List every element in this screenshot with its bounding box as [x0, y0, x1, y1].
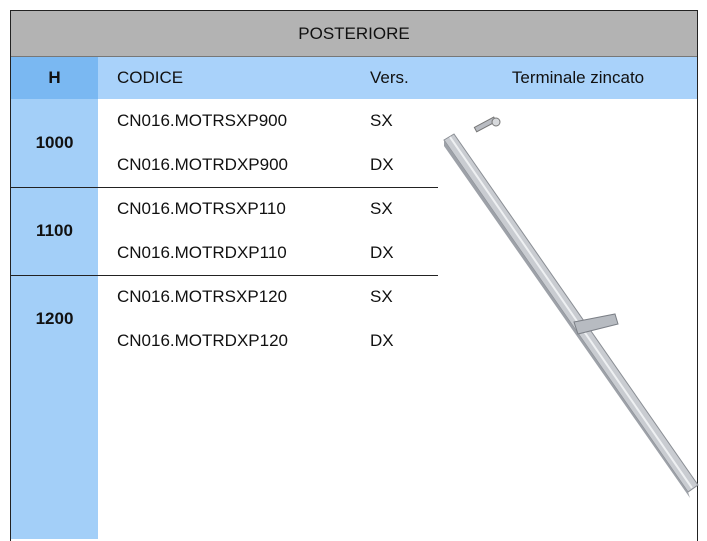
- code: CN016.MOTRDXP110: [117, 243, 287, 262]
- separator: [11, 187, 438, 188]
- h-header: H: [11, 57, 98, 99]
- col-header: Terminale zincato: [511, 68, 645, 87]
- version: DX: [370, 331, 394, 350]
- title: POSTERIORE: [298, 24, 410, 43]
- version: DX: [370, 243, 394, 262]
- col-header: CODICE: [117, 68, 184, 87]
- code: CN016.MOTRSXP900: [117, 111, 288, 130]
- h-value: 1000: [35, 133, 74, 152]
- h-value: 1100: [36, 221, 73, 240]
- product-image: [443, 116, 699, 498]
- code: CN016.MOTRSXP120: [117, 287, 288, 306]
- separator: [11, 275, 438, 276]
- version: DX: [370, 155, 394, 174]
- h-column: [11, 99, 98, 539]
- sheet: [10, 10, 698, 541]
- header-row: [11, 57, 697, 99]
- code: CN016.MOTRSXP110: [117, 199, 286, 218]
- title-bar: POSTERIORE: [11, 11, 697, 57]
- version: SX: [370, 287, 393, 306]
- h-value: 1200: [35, 309, 74, 328]
- code: CN016.MOTRDXP120: [117, 331, 289, 350]
- version: SX: [370, 199, 393, 218]
- code: CN016.MOTRDXP900: [117, 155, 289, 174]
- col-header: Vers.: [370, 68, 409, 87]
- version: SX: [370, 111, 393, 130]
